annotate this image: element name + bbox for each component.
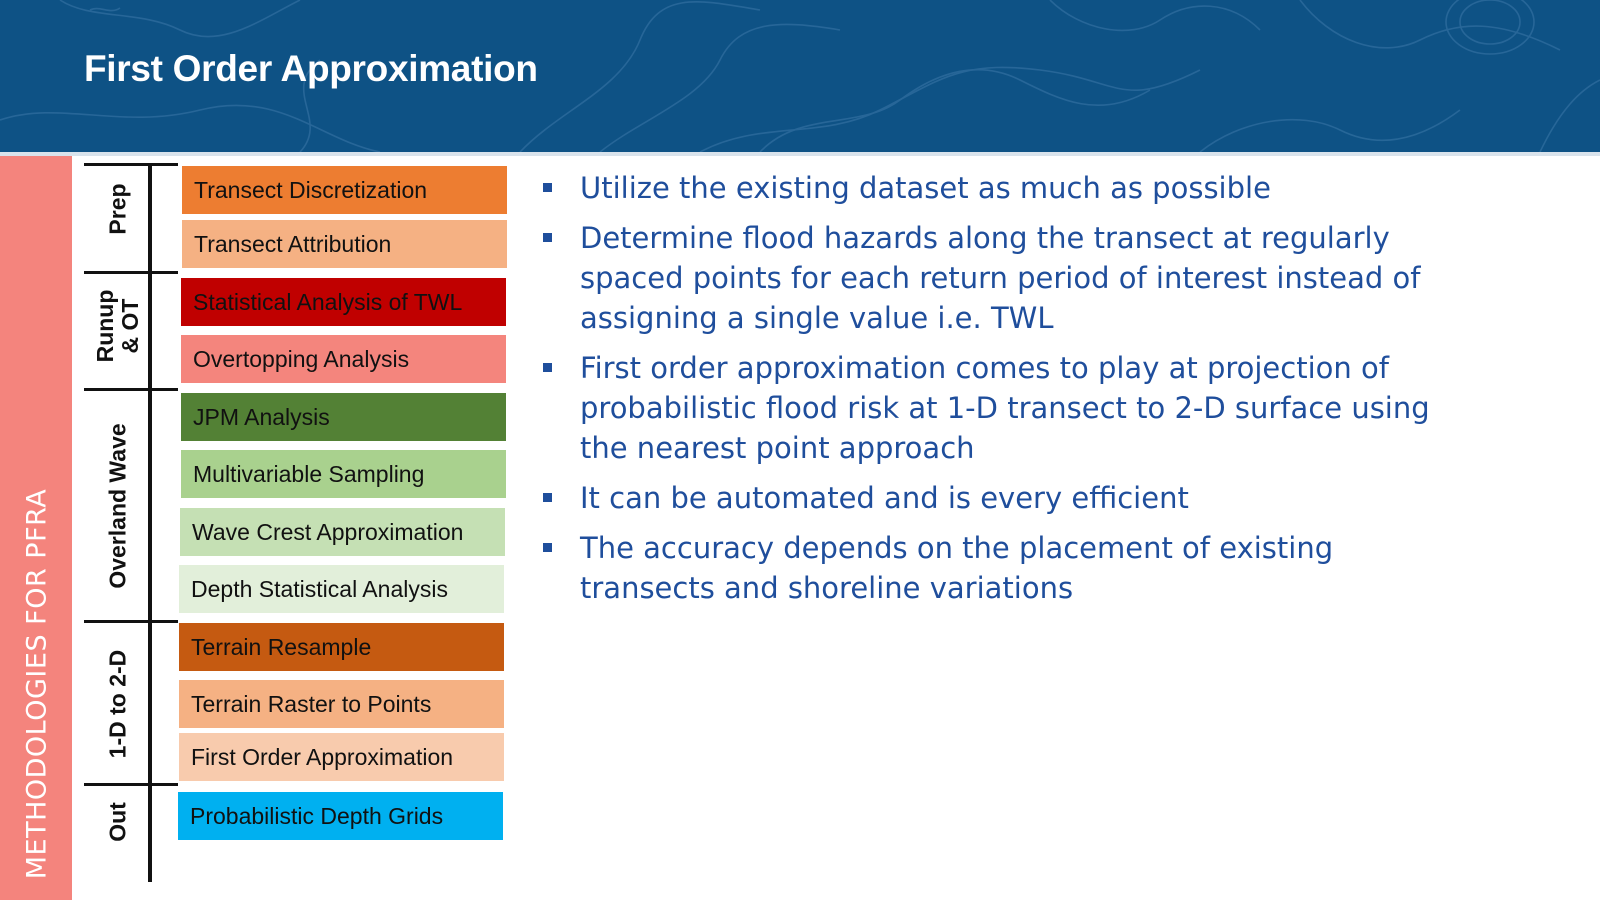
step-label: Depth Statistical Analysis (191, 575, 448, 602)
timeline-tick (84, 163, 178, 166)
phase-label-runup: Runup & OT (92, 289, 143, 363)
step-box: First Order Approximation (179, 733, 504, 781)
square-bullet-icon (543, 543, 552, 552)
step-label: Multivariable Sampling (193, 460, 425, 487)
timeline-tick (84, 271, 178, 274)
bullet-item: Utilize the existing dataset as much as … (540, 168, 1470, 208)
step-label: Transect Attribution (194, 230, 392, 257)
timeline-tick (84, 388, 178, 391)
step-label: Transect Discretization (194, 176, 428, 203)
step-box: Terrain Resample (179, 623, 504, 671)
phase-label-out: Out (104, 802, 131, 842)
step-box: Multivariable Sampling (181, 450, 506, 498)
bullet-text: It can be automated and is every efficie… (580, 481, 1189, 515)
square-bullet-icon (543, 363, 552, 372)
step-box: Terrain Raster to Points (179, 680, 504, 728)
step-label: Terrain Raster to Points (191, 690, 432, 717)
step-box: Transect Discretization (182, 166, 507, 214)
step-label: Statistical Analysis of TWL (193, 288, 463, 315)
phase-label-overland-wave: Overland Wave (104, 423, 131, 589)
step-label: Probabilistic Depth Grids (190, 802, 444, 829)
bullet-list: Utilize the existing dataset as much as … (540, 168, 1470, 618)
sidebar-label: METHODOLOGIES FOR PFRA (21, 488, 53, 880)
step-label: Wave Crest Approximation (192, 518, 464, 545)
bullet-item: Determine flood hazards along the transe… (540, 218, 1470, 338)
step-box: Statistical Analysis of TWL (181, 278, 506, 326)
header-divider (0, 152, 1600, 156)
bullet-item: The accuracy depends on the placement of… (540, 528, 1470, 608)
step-box: JPM Analysis (181, 393, 506, 441)
bullet-item: First order approximation comes to play … (540, 348, 1470, 468)
timeline-tick (84, 783, 178, 786)
step-box: Depth Statistical Analysis (179, 565, 504, 613)
step-label: Terrain Resample (191, 633, 372, 660)
step-box: Transect Attribution (182, 220, 507, 268)
step-box: Overtopping Analysis (181, 335, 506, 383)
bullet-text: Determine flood hazards along the transe… (580, 221, 1421, 335)
page-title: First Order Approximation (84, 48, 538, 89)
step-box: Probabilistic Depth Grids (178, 792, 503, 840)
bullet-text: Utilize the existing dataset as much as … (580, 171, 1271, 205)
header-banner: First Order Approximation (0, 0, 1600, 152)
square-bullet-icon (543, 183, 552, 192)
timeline-tick (84, 620, 178, 623)
step-label: Overtopping Analysis (193, 345, 410, 372)
bullet-text: First order approximation comes to play … (580, 351, 1430, 465)
step-box: Wave Crest Approximation (180, 508, 505, 556)
phase-label-prep: Prep (104, 183, 131, 235)
square-bullet-icon (543, 493, 552, 502)
square-bullet-icon (543, 233, 552, 242)
timeline-vertical-line (148, 164, 152, 882)
sidebar-panel: METHODOLOGIES FOR PFRA (0, 156, 72, 900)
bullet-item: It can be automated and is every efficie… (540, 478, 1470, 518)
step-label: First Order Approximation (191, 743, 454, 770)
step-label: JPM Analysis (193, 403, 330, 430)
phase-label-1d-to-2d: 1-D to 2-D (104, 649, 131, 759)
topographic-pattern (0, 0, 1600, 152)
bullet-text: The accuracy depends on the placement of… (580, 531, 1334, 605)
